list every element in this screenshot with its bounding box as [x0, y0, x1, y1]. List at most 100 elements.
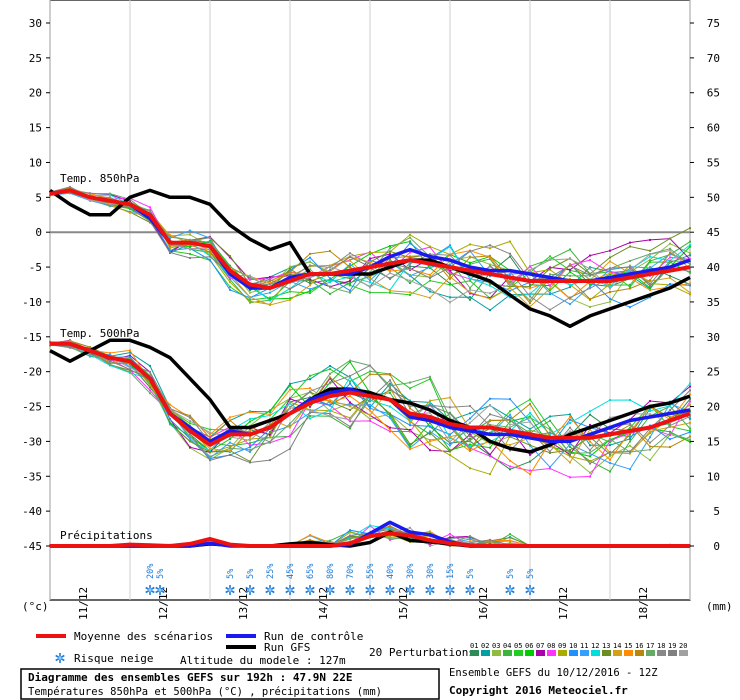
ensemble-point [449, 254, 451, 257]
ensemble-point [669, 256, 671, 259]
ensemble-point [409, 430, 411, 433]
ensemble-point [589, 273, 591, 276]
ensemble-point [589, 475, 591, 478]
ensemble-point [289, 298, 291, 301]
ensemble-point [189, 233, 191, 236]
ensemble-point [429, 245, 431, 248]
snow-risk-label: 25% [266, 564, 276, 579]
ensemble-point [349, 374, 351, 377]
ensemble-point [469, 286, 471, 289]
ensemble-point [329, 541, 331, 544]
ensemble-point [149, 221, 151, 224]
ensemble-point [389, 250, 391, 253]
ensemble-point [109, 362, 111, 365]
ensemble-point [349, 259, 351, 262]
ensemble-point [549, 287, 551, 290]
ensemble-point [509, 283, 511, 286]
ensemble-point [609, 439, 611, 442]
ensemble-point [289, 269, 291, 272]
ensemble-point [629, 259, 631, 262]
ensemble-point [149, 392, 151, 395]
ensemble-point [449, 533, 451, 536]
ensemble-point [669, 247, 671, 250]
ensemble-point [409, 421, 411, 424]
ensemble-point [529, 287, 531, 290]
snowflake-icon [445, 585, 455, 595]
ensemble-point [309, 289, 311, 292]
perturbation-swatch [481, 650, 490, 656]
ensemble-point [629, 283, 631, 286]
ensemble-point [489, 263, 491, 266]
ensemble-point [409, 293, 411, 296]
ensemble-point [209, 459, 211, 462]
ensemble-point [589, 266, 591, 269]
ensemble-point [429, 290, 431, 293]
ensemble-point [409, 537, 411, 540]
right-tick-label: 55 [707, 156, 720, 169]
snowflake-icon [285, 585, 295, 595]
left-tick-label: 20 [29, 87, 42, 100]
ensemble-point [429, 253, 431, 256]
ensemble-point [449, 271, 451, 274]
ensemble-point [469, 279, 471, 282]
perturbation-number: 15 [624, 642, 632, 650]
ensemble-point [349, 380, 351, 383]
ensemble-point [189, 432, 191, 435]
ensemble-point [229, 438, 231, 441]
ensemble-point [589, 254, 591, 257]
ensemble-point [569, 476, 571, 479]
ensemble-point [289, 422, 291, 425]
snowflake-core [148, 588, 152, 592]
ensemble-point [449, 273, 451, 276]
ensemble-point [529, 473, 531, 476]
x-date-label: 17/12 [557, 587, 570, 620]
ensemble-point [389, 538, 391, 541]
ensemble-point [589, 444, 591, 447]
ensemble-point [549, 284, 551, 287]
snow-risk-label: 15% [446, 564, 456, 579]
ensemble-point [669, 274, 671, 277]
ensemble-point [469, 250, 471, 253]
ensemble-point [489, 275, 491, 278]
ensemble-point [489, 453, 491, 456]
ensemble-point [309, 276, 311, 279]
ensemble-point [489, 254, 491, 257]
snowflake-core [428, 588, 432, 592]
ensemble-point [249, 301, 251, 304]
ensemble-point [529, 444, 531, 447]
snowflake-core [348, 588, 352, 592]
ensemble-point [229, 453, 231, 456]
ensemble-point [389, 428, 391, 431]
perturbation-number: 01 [470, 642, 478, 650]
legend-snow-label: Risque neige [74, 652, 153, 665]
snowflake-icon [305, 585, 315, 595]
snowflake-icon [405, 585, 415, 595]
ensemble-point [569, 461, 571, 464]
ensemble-point [589, 451, 591, 454]
ensemble-point [89, 192, 91, 195]
ensemble-point [69, 340, 71, 343]
ensemble-point [249, 417, 251, 420]
ensemble-point [489, 538, 491, 541]
ensemble-point [389, 382, 391, 385]
ensemble-point [449, 269, 451, 272]
ensemble-point [569, 443, 571, 446]
ensemble-point [269, 278, 271, 281]
perturbation-swatch [536, 650, 545, 656]
ensemble-point [249, 278, 251, 281]
ensemble-point [309, 284, 311, 287]
ensemble-point [389, 373, 391, 376]
ensemble-point [389, 253, 391, 256]
ensemble-point [509, 420, 511, 423]
ensemble-point [409, 242, 411, 245]
left-tick-label: -5 [29, 261, 42, 274]
ensemble-point [289, 402, 291, 405]
ensemble-point [629, 450, 631, 453]
ensemble-point [589, 285, 591, 288]
ensemble-point [689, 271, 691, 274]
left-tick-label: 5 [35, 191, 42, 204]
ensemble-point [309, 406, 311, 409]
ensemble-point [469, 291, 471, 294]
right-tick-label: 65 [707, 87, 720, 100]
ensemble-point [289, 297, 291, 300]
